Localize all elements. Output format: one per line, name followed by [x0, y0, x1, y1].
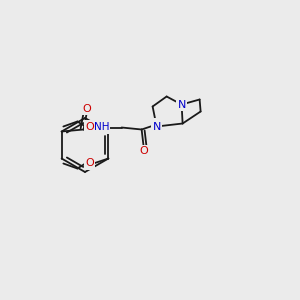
Text: O: O — [85, 122, 94, 131]
Text: O: O — [85, 158, 94, 169]
Text: O: O — [82, 103, 91, 113]
Text: NH: NH — [94, 122, 110, 133]
Text: N: N — [152, 122, 161, 131]
Text: N: N — [177, 100, 186, 110]
Text: O: O — [139, 146, 148, 157]
Text: N: N — [152, 119, 161, 130]
